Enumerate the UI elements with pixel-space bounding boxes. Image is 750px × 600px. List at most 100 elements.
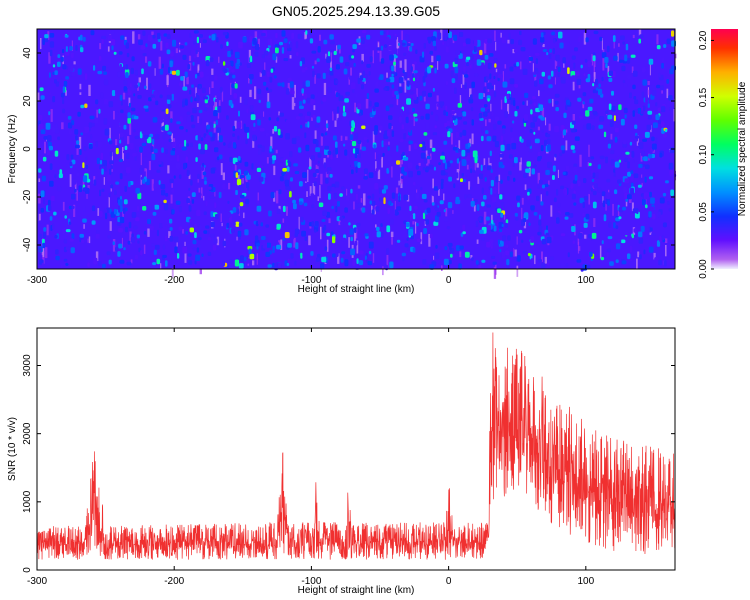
heatmap-cell <box>499 153 504 158</box>
heatmap-cell <box>425 113 430 120</box>
heatmap-cell <box>293 163 298 167</box>
heatmap-cell <box>506 244 509 249</box>
heatmap-cell <box>394 90 399 95</box>
snr-frame <box>36 327 676 571</box>
heatmap-streak <box>230 82 232 95</box>
heatmap-cell <box>571 120 576 125</box>
heatmap-cell <box>364 46 369 50</box>
heatmap-cell <box>545 191 549 196</box>
heatmap-cell <box>285 185 291 190</box>
heatmap-cell <box>123 124 127 130</box>
heatmap-streak <box>128 97 131 106</box>
heatmap-cell <box>312 172 317 178</box>
heatmap-cell <box>322 227 325 234</box>
heatmap-streak <box>557 169 559 178</box>
heatmap-cell <box>432 40 436 47</box>
heatmap-cell <box>598 83 601 88</box>
heatmap-cell <box>52 64 56 68</box>
heatmap-streak <box>108 196 110 208</box>
heatmap-cell <box>508 207 513 213</box>
heatmap-cell <box>437 32 442 40</box>
heatmap-cell <box>83 175 88 183</box>
heatmap-cell <box>240 187 245 193</box>
heatmap-streak <box>584 234 587 239</box>
heatmap-streak <box>521 207 523 220</box>
heatmap-cell <box>399 109 403 115</box>
heatmap-streak <box>278 240 280 245</box>
heatmap-cell <box>420 115 425 120</box>
heatmap-cell <box>447 161 451 168</box>
heatmap-streak <box>71 40 73 51</box>
heatmap-cell <box>565 104 568 111</box>
heatmap-cell <box>134 84 139 89</box>
heatmap-streak <box>459 251 462 258</box>
heatmap-cell <box>80 34 83 41</box>
heatmap-cell <box>140 34 143 40</box>
heatmap-streak <box>45 247 48 259</box>
heatmap-streak <box>637 251 640 258</box>
heatmap-cell <box>538 115 543 119</box>
heatmap-cell <box>398 116 402 123</box>
heatmap-cell <box>310 155 315 161</box>
heatmap-streak <box>544 256 547 264</box>
heatmap-streak <box>254 31 258 40</box>
heatmap-cell <box>161 126 165 131</box>
heatmap-streak <box>146 77 148 90</box>
heatmap-cell <box>476 204 480 211</box>
heatmap-cell <box>466 56 471 60</box>
heatmap-cell <box>386 30 389 36</box>
heatmap-streak <box>122 147 124 160</box>
heatmap-streak <box>593 55 596 67</box>
heatmap-cell <box>363 137 368 141</box>
heatmap-cell <box>600 256 605 261</box>
heatmap-cell <box>246 182 250 189</box>
heatmap-cell <box>75 45 78 51</box>
heatmap-streak <box>170 111 173 122</box>
heatmap-cell <box>360 37 365 44</box>
heatmap-cell <box>549 48 552 53</box>
heatmap-cell <box>124 226 129 233</box>
heatmap-streak <box>348 237 350 248</box>
heatmap-cell <box>346 155 350 161</box>
heatmap-cell <box>316 73 321 79</box>
heatmap-cell <box>161 147 164 153</box>
heatmap-cell <box>314 124 320 128</box>
heatmap-cell <box>481 187 484 195</box>
heatmap-cell <box>571 55 576 60</box>
heatmap-cell <box>431 147 436 152</box>
heatmap-cell <box>153 90 158 96</box>
heatmap-cell <box>464 82 467 89</box>
heatmap-cell <box>287 243 292 248</box>
heatmap-cell <box>361 125 366 129</box>
heatmap-cell <box>119 94 123 101</box>
heatmap-cell <box>483 87 486 94</box>
heatmap-cell <box>134 69 138 76</box>
heatmap-cell <box>48 145 53 151</box>
heatmap-cell <box>489 53 494 57</box>
heatmap-cell <box>143 230 147 235</box>
heatmap-cell <box>639 254 642 260</box>
heatmap-cell <box>443 216 448 222</box>
heatmap-cell <box>142 178 146 184</box>
heatmap-cell <box>184 42 188 46</box>
heatmap-cell <box>112 241 115 246</box>
heatmap-cell <box>327 150 332 155</box>
heatmap-streak <box>519 162 522 171</box>
heatmap-cell <box>340 257 344 263</box>
heatmap-cell <box>391 73 394 77</box>
heatmap-streak <box>507 39 510 44</box>
heatmap-cell <box>412 247 416 253</box>
heatmap-cell <box>575 71 580 77</box>
heatmap-cell <box>521 239 524 243</box>
heatmap-cell <box>200 149 205 155</box>
heatmap-cell <box>324 149 329 155</box>
heatmap-cell <box>538 219 542 226</box>
heatmap-cell <box>203 176 207 181</box>
heatmap-cell <box>539 78 544 85</box>
heatmap-cell <box>608 77 613 82</box>
heatmap-cell <box>449 160 453 164</box>
heatmap-streak <box>109 221 112 231</box>
heatmap-cell <box>391 192 396 199</box>
heatmap-streak <box>282 218 285 223</box>
heatmap-cell <box>647 115 652 120</box>
